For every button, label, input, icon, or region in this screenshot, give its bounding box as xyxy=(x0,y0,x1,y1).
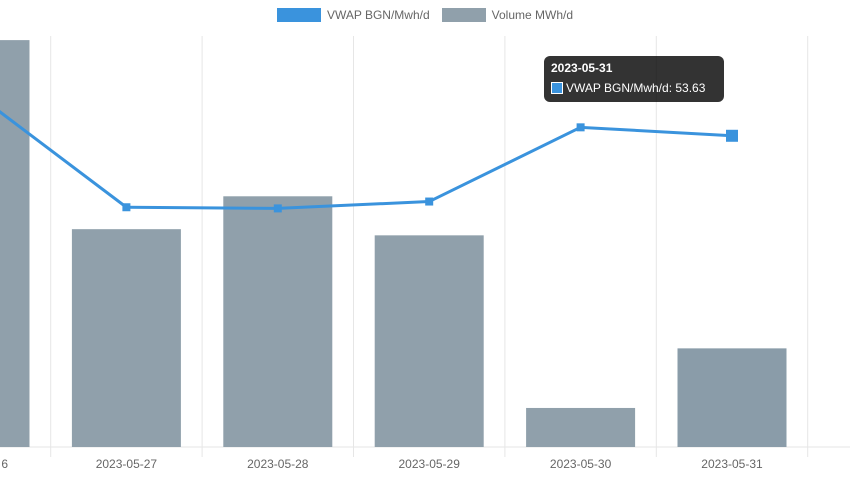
vwap-line-path xyxy=(0,110,733,210)
legend: VWAP BGN/Mwh/d Volume MWh/d xyxy=(0,8,850,22)
vwap-point xyxy=(425,197,434,206)
volume-bar xyxy=(526,407,636,447)
tooltip-title: 2023-05-31 xyxy=(551,61,613,75)
vwap-point xyxy=(122,203,131,212)
tooltip: 2023-05-31 VWAP BGN/Mwh/d: 53.63 xyxy=(544,56,724,102)
legend-label-vwap: VWAP BGN/Mwh/d xyxy=(326,8,430,22)
legend-swatch-vwap xyxy=(276,8,321,22)
volume-bars xyxy=(0,40,787,448)
vwap-point xyxy=(726,129,738,142)
tooltip-row: VWAP BGN/Mwh/d: 53.63 xyxy=(551,81,705,95)
volume-bar xyxy=(374,235,484,447)
volume-bar xyxy=(677,348,787,447)
vwap-point xyxy=(273,204,282,213)
vwap-line xyxy=(0,110,738,213)
vwap-point xyxy=(576,123,585,132)
tooltip-label: VWAP BGN/Mwh/d: 53.63 xyxy=(566,81,706,95)
x-tick-label: 2023-05-31 xyxy=(701,457,763,471)
x-tick-label: 6 xyxy=(1,457,8,471)
x-tick-labels: 6 2023-05-27 2023-05-28 2023-05-29 2023-05-3… xyxy=(1,457,763,471)
volume-bar xyxy=(223,196,333,447)
x-tick-label: 2023-05-30 xyxy=(550,457,612,471)
volume-bar xyxy=(71,229,181,447)
legend-item-volume[interactable]: Volume MWh/d xyxy=(441,8,574,22)
x-tick-label: 2023-05-27 xyxy=(96,457,158,471)
x-tick-label: 2023-05-29 xyxy=(399,457,461,471)
x-tick-label: 2023-05-28 xyxy=(247,457,309,471)
legend-swatch-volume xyxy=(441,8,486,22)
legend-item-vwap[interactable]: VWAP BGN/Mwh/d xyxy=(276,8,430,22)
volume-bar xyxy=(0,40,30,448)
legend-label-volume: Volume MWh/d xyxy=(491,8,574,22)
tooltip-color-swatch xyxy=(551,82,563,94)
